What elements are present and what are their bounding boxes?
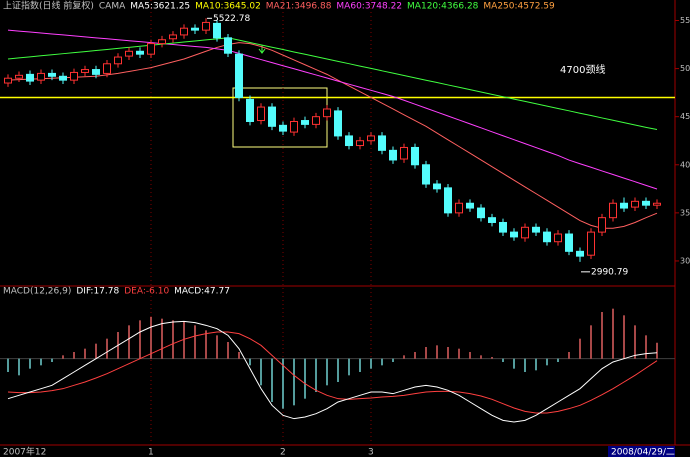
candle-body	[510, 231, 518, 238]
candle-body	[653, 202, 661, 206]
start-date: 2007年12	[3, 446, 46, 457]
candle-body	[26, 73, 34, 82]
candle-body	[345, 135, 353, 147]
candle-body	[565, 233, 573, 252]
indicator-name: CAMA	[99, 2, 126, 12]
candle-body	[367, 135, 375, 142]
candle-body	[400, 146, 408, 160]
candle-body	[444, 187, 452, 214]
candle-body	[37, 72, 45, 81]
candle-body	[4, 77, 12, 84]
dea-line	[7, 331, 658, 414]
candle-body	[598, 217, 606, 233]
candle-body	[554, 233, 562, 243]
candle-body	[334, 110, 342, 137]
candle-body	[620, 202, 628, 209]
candle-body	[92, 69, 100, 75]
legend-entry: MA120:4366.28	[407, 2, 479, 12]
ma-line	[7, 42, 658, 229]
macd-legend-entry: DIF:17.78	[76, 287, 119, 297]
candle-body	[48, 72, 56, 77]
candle-body	[103, 63, 111, 74]
candle-body	[389, 149, 397, 161]
candle-body	[455, 202, 463, 214]
y-tick-label: 5000	[680, 64, 690, 73]
candle-body	[290, 120, 298, 133]
macd-title: MACD(12,26,9)	[3, 287, 71, 297]
candle-body	[477, 207, 485, 219]
candle-body	[257, 106, 265, 122]
peak-label: 5522.78	[213, 14, 250, 24]
candle-body	[631, 200, 639, 208]
y-tick-label: 3500	[680, 208, 690, 217]
candle-body	[81, 69, 89, 73]
candle-body	[59, 75, 67, 81]
trough-label: 2990.79	[591, 267, 628, 277]
y-tick-label: 5500	[680, 16, 690, 25]
y-tick-label: 4000	[680, 160, 690, 169]
candle-body	[609, 202, 617, 219]
candle-body	[378, 135, 386, 151]
candle-body	[15, 74, 23, 79]
candle-body	[114, 56, 122, 65]
candle-body	[433, 183, 441, 190]
candle-body	[136, 50, 144, 55]
candle-body	[235, 53, 243, 98]
candle-body	[213, 22, 221, 39]
candle-body	[488, 217, 496, 223]
candle-body	[499, 221, 507, 233]
y-tick-label: 4500	[680, 112, 690, 121]
legend-entry: MA10:3645.02	[195, 2, 261, 12]
dif-line	[7, 320, 658, 423]
ma-line	[7, 37, 658, 131]
x-tick-label: 2	[280, 448, 286, 457]
x-tick-label: 3	[368, 448, 374, 457]
candle-body	[576, 250, 584, 257]
macd-legend-entry: MACD:47.77	[174, 287, 230, 297]
candle-body	[169, 34, 177, 40]
signal-arrow	[258, 45, 266, 54]
neckline-label: 4700颈线	[560, 63, 605, 76]
ma-line	[7, 29, 658, 190]
candle-body	[532, 226, 540, 233]
candle-body	[411, 146, 419, 166]
candle-body	[268, 106, 276, 127]
candle-body	[246, 98, 254, 122]
candle-body	[202, 21, 210, 31]
legend-entry: MA21:3496.88	[266, 2, 332, 12]
candle-body	[521, 226, 529, 239]
candle-body	[466, 202, 474, 209]
candle-body	[323, 108, 331, 118]
y-tick-label: 3000	[680, 256, 690, 265]
candle-body	[587, 231, 595, 256]
candle-body	[422, 164, 430, 185]
candle-body	[312, 116, 320, 125]
candle-body	[301, 120, 309, 125]
chart-title: 上证指数(日线 前复权)	[3, 0, 94, 12]
candle-body	[356, 140, 364, 147]
candle-body	[224, 37, 232, 54]
candle-body	[279, 124, 287, 132]
candle-body	[70, 71, 78, 81]
macd-legend-entry: DEA:-6.10	[124, 287, 169, 297]
candle-body	[180, 27, 188, 36]
candle-body	[125, 50, 133, 57]
candle-body	[191, 27, 199, 31]
legend-entry: MA5:3621.25	[130, 2, 190, 12]
candle-body	[543, 231, 551, 243]
x-tick-label: 1	[148, 448, 154, 457]
candle-body	[642, 200, 650, 206]
legend-entry: MA250:4572.59	[483, 2, 555, 12]
end-date: 2008/04/29/二	[611, 448, 675, 457]
end-date-box	[608, 446, 675, 457]
candle-body	[158, 39, 166, 45]
candle-body	[147, 43, 155, 55]
legend-entry: MA60:3748.22	[336, 2, 402, 12]
